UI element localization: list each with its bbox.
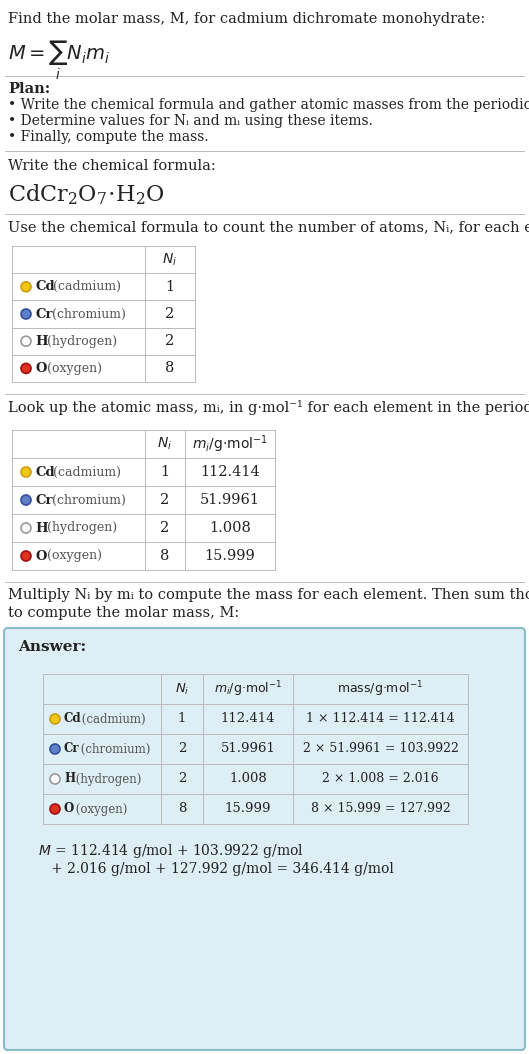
Text: 2: 2 (160, 493, 170, 507)
Text: $\mathit{N}_i$: $\mathit{N}_i$ (175, 682, 189, 697)
Text: 1: 1 (160, 465, 170, 479)
Text: 2: 2 (166, 307, 175, 321)
Text: 112.414: 112.414 (200, 465, 260, 479)
FancyBboxPatch shape (4, 628, 525, 1050)
Text: Cd: Cd (35, 280, 54, 293)
Text: 2 × 1.008 = 2.016: 2 × 1.008 = 2.016 (322, 773, 439, 785)
Text: Cd: Cd (64, 713, 81, 725)
Text: Look up the atomic mass, mᵢ, in g·mol⁻¹ for each element in the periodic table:: Look up the atomic mass, mᵢ, in g·mol⁻¹ … (8, 401, 529, 415)
Text: + 2.016 g/mol + 127.992 g/mol = 346.414 g/mol: + 2.016 g/mol + 127.992 g/mol = 346.414 … (38, 862, 394, 876)
Text: 1 × 112.414 = 112.414: 1 × 112.414 = 112.414 (306, 713, 455, 725)
Text: (oxygen): (oxygen) (43, 549, 102, 563)
Text: O: O (35, 362, 47, 375)
Text: 112.414: 112.414 (221, 713, 275, 725)
Text: Cr: Cr (35, 493, 52, 507)
Text: mass/g·mol$^{-1}$: mass/g·mol$^{-1}$ (338, 679, 424, 699)
Text: • Write the chemical formula and gather atomic masses from the periodic table.: • Write the chemical formula and gather … (8, 98, 529, 112)
Circle shape (50, 714, 60, 724)
Text: H: H (35, 335, 48, 348)
Text: (oxygen): (oxygen) (43, 362, 102, 375)
Text: 51.9961: 51.9961 (221, 742, 276, 756)
Circle shape (50, 744, 60, 754)
Text: 15.999: 15.999 (225, 802, 271, 816)
Text: to compute the molar mass, M:: to compute the molar mass, M: (8, 606, 239, 620)
Circle shape (21, 281, 31, 292)
Text: • Determine values for Nᵢ and mᵢ using these items.: • Determine values for Nᵢ and mᵢ using t… (8, 114, 373, 128)
Text: $\mathit{m}_i$/g·mol$^{-1}$: $\mathit{m}_i$/g·mol$^{-1}$ (192, 433, 268, 454)
Text: (chromium): (chromium) (48, 493, 126, 507)
Text: $\mathit{N}_i$: $\mathit{N}_i$ (162, 252, 178, 268)
Text: • Finally, compute the mass.: • Finally, compute the mass. (8, 130, 208, 144)
Circle shape (21, 551, 31, 561)
Text: $\mathit{M} = \sum_i \mathit{N}_i \mathit{m}_i$: $\mathit{M} = \sum_i \mathit{N}_i \mathi… (8, 39, 110, 82)
Text: (oxygen): (oxygen) (72, 802, 127, 816)
Circle shape (21, 336, 31, 346)
Text: 1.008: 1.008 (209, 521, 251, 535)
Text: (hydrogen): (hydrogen) (43, 522, 117, 534)
Text: Answer:: Answer: (18, 640, 86, 653)
Text: $\mathregular{CdCr_2O_7 \!\cdot\! H_2O}$: $\mathregular{CdCr_2O_7 \!\cdot\! H_2O}$ (8, 182, 165, 207)
Text: 2: 2 (178, 742, 186, 756)
Text: $\mathit{m}_i$/g·mol$^{-1}$: $\mathit{m}_i$/g·mol$^{-1}$ (214, 679, 282, 699)
Text: 2: 2 (160, 521, 170, 535)
Circle shape (50, 774, 60, 784)
Text: 8: 8 (178, 802, 186, 816)
Text: $\mathit{M}$ = 112.414 g/mol + 103.9922 g/mol: $\mathit{M}$ = 112.414 g/mol + 103.9922 … (38, 842, 304, 860)
Text: 15.999: 15.999 (205, 549, 256, 563)
Text: O: O (64, 802, 74, 816)
Text: Cd: Cd (35, 466, 54, 479)
Text: H: H (35, 522, 48, 534)
Circle shape (21, 495, 31, 505)
Text: Use the chemical formula to count the number of atoms, Nᵢ, for each element:: Use the chemical formula to count the nu… (8, 220, 529, 234)
Text: Write the chemical formula:: Write the chemical formula: (8, 159, 216, 173)
Text: Plan:: Plan: (8, 82, 50, 96)
Text: O: O (35, 549, 47, 563)
Text: (chromium): (chromium) (48, 308, 126, 320)
Text: 8 × 15.999 = 127.992: 8 × 15.999 = 127.992 (311, 802, 450, 816)
Text: 1: 1 (178, 713, 186, 725)
Text: 2 × 51.9961 = 103.9922: 2 × 51.9961 = 103.9922 (303, 742, 459, 756)
Text: (cadmium): (cadmium) (78, 713, 145, 725)
Text: Find the molar mass, M, for cadmium dichromate monohydrate:: Find the molar mass, M, for cadmium dich… (8, 12, 485, 26)
Text: (cadmium): (cadmium) (49, 466, 121, 479)
Text: 1.008: 1.008 (229, 773, 267, 785)
Text: (chromium): (chromium) (77, 742, 150, 756)
Text: 8: 8 (160, 549, 170, 563)
Text: (hydrogen): (hydrogen) (72, 773, 141, 785)
Text: $\mathit{N}_i$: $\mathit{N}_i$ (158, 435, 172, 452)
Text: (hydrogen): (hydrogen) (43, 335, 117, 348)
Circle shape (21, 523, 31, 533)
Circle shape (21, 309, 31, 319)
Text: H: H (64, 773, 75, 785)
Text: 2: 2 (178, 773, 186, 785)
Text: Multiply Nᵢ by mᵢ to compute the mass for each element. Then sum those values: Multiply Nᵢ by mᵢ to compute the mass fo… (8, 588, 529, 602)
Circle shape (21, 467, 31, 477)
Text: 8: 8 (165, 362, 175, 375)
Text: Cr: Cr (64, 742, 80, 756)
Circle shape (21, 364, 31, 373)
Text: Cr: Cr (35, 308, 52, 320)
Text: 1: 1 (166, 279, 175, 294)
Text: 51.9961: 51.9961 (200, 493, 260, 507)
Text: (cadmium): (cadmium) (49, 280, 121, 293)
Text: 2: 2 (166, 334, 175, 348)
Circle shape (50, 804, 60, 814)
